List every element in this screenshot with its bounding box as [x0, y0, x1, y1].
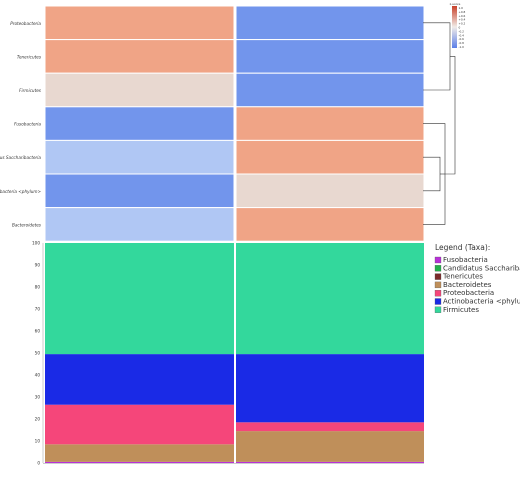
row-dendrogram	[423, 22, 456, 225]
y-tick-label: 90	[35, 263, 41, 268]
dendrogram-branch	[423, 156, 441, 192]
y-tick-label: 10	[35, 439, 41, 444]
heatmap-row-labels: Proteobacteria Tenericutes Firmicutes Fusob…	[0, 21, 42, 228]
legend-swatch	[434, 306, 442, 313]
heatmap-cell	[235, 39, 425, 74]
legend-swatch	[434, 281, 442, 289]
colorbar-tick-label: -0.6	[459, 37, 465, 41]
heatmap-cell	[44, 207, 235, 242]
dendrogram-branch	[423, 22, 451, 91]
heatmap	[44, 5, 425, 242]
legend-label: Proteobacteria	[443, 289, 494, 297]
colorbar-tick-label: +0.4	[459, 18, 466, 22]
y-tick-label: 60	[35, 329, 41, 334]
heatmap-cell	[44, 173, 235, 209]
heatmap-row-label: Tenericutes	[17, 54, 42, 59]
legend-label: Bacteroidetes	[443, 281, 492, 289]
heatmap-cell	[235, 106, 425, 141]
dendrogram-branch	[445, 56, 456, 175]
y-tick-label: 20	[35, 417, 41, 422]
colorbar-tick-label: 0	[459, 26, 461, 30]
heatmap-cell	[235, 173, 425, 209]
heatmap-cell	[235, 5, 425, 41]
legend-label: Tenericutes	[442, 273, 483, 281]
y-tick-label: 30	[35, 395, 41, 400]
colorbar-scale	[452, 6, 457, 48]
colorbar-tick-label: -0.4	[459, 33, 465, 37]
bar-segment	[45, 404, 234, 445]
bar-segment	[45, 444, 234, 462]
heatmap-cell	[44, 106, 235, 141]
bar-segment	[236, 431, 424, 462]
colorbar-tick-label: -0.8	[459, 41, 465, 45]
bar-segment	[45, 461, 234, 463]
y-tick-label: 50	[35, 351, 41, 356]
bar-segment	[236, 354, 424, 423]
heatmap-row-label: Firmicutes	[19, 88, 42, 93]
legend-swatch	[434, 298, 442, 305]
y-tick-label: 40	[35, 373, 41, 378]
legend-swatch	[434, 265, 442, 272]
bar-segment	[236, 243, 424, 355]
heatmap-cell	[44, 72, 235, 108]
heatmap-row-label: Proteobacteria	[10, 21, 41, 26]
colorbar-tick-label: 1.0	[459, 6, 464, 10]
legend-label: Candidatus Saccharibacteria	[443, 264, 520, 272]
heatmap-cell	[44, 139, 235, 175]
y-tick-label: 80	[35, 285, 41, 290]
y-tick-label: 70	[35, 307, 41, 312]
colorbar-tick-label: +0.6	[459, 14, 466, 18]
heatmap-row-label: Fusobacteria	[14, 122, 41, 127]
colorbar-tick-label: -1.0	[459, 45, 465, 49]
legend-swatch	[434, 273, 442, 280]
colorbar-tick-label: -0.2	[459, 29, 465, 33]
heatmap-cell	[44, 5, 235, 41]
heatmap-cell	[235, 139, 425, 175]
bar-segment	[45, 354, 234, 405]
y-tick-label: 0	[37, 461, 40, 466]
legend-title: Legend (Taxa):	[435, 243, 490, 252]
legend-label: Firmicutes	[443, 306, 479, 314]
bar-segment	[236, 461, 424, 463]
colorbar-tick-label: +0.2	[459, 22, 466, 26]
legend-label: Actinobacteria <phylum>	[443, 298, 520, 306]
heatmap-row-label: Bacteroidetes	[12, 222, 42, 227]
heatmap-row-label: Candidatus Saccharibacteria	[0, 155, 41, 160]
y-tick-label: 100	[32, 241, 40, 246]
heatmap-row-label: Actinobacteria <phylum>	[0, 189, 41, 194]
heatmap-cell	[235, 72, 425, 108]
bar-segment	[45, 243, 234, 355]
colorbar: z-score1.0+0.8+0.6+0.4+0.20-0.2-0.4-0.6-…	[450, 2, 466, 49]
stacked-bar-chart	[45, 243, 424, 463]
legend-label: Fusobacteria	[443, 256, 488, 264]
heatmap-cell	[235, 207, 425, 242]
heatmap-cell	[44, 39, 235, 74]
colorbar-tick-label: +0.8	[459, 10, 466, 14]
colorbar-label: z-score	[450, 2, 461, 6]
legend-swatch	[434, 256, 442, 264]
legend-swatch	[434, 290, 442, 297]
bar-segment	[236, 422, 424, 432]
